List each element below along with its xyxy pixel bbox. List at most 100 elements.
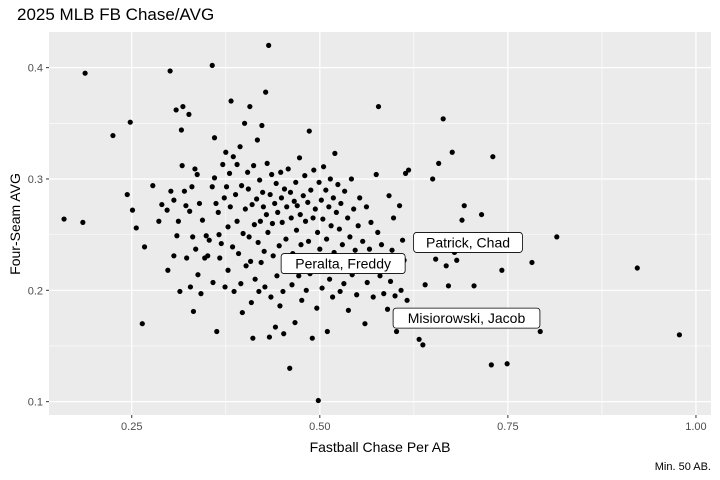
data-point (238, 183, 245, 189)
point-labels: Patrick, Chad Peralta, Freddy Misiorowski,… (280, 232, 541, 329)
data-point (272, 200, 278, 207)
major-gridlines (49, 32, 711, 415)
data-point (260, 189, 266, 195)
data-point (504, 361, 510, 367)
data-point (302, 173, 308, 179)
data-point (294, 203, 300, 209)
data-point (281, 186, 288, 192)
data-point (139, 321, 145, 327)
data-point (195, 272, 201, 278)
data-point (364, 279, 370, 286)
data-point (261, 248, 267, 254)
data-point (262, 284, 268, 290)
data-point (210, 279, 216, 286)
data-point (240, 230, 246, 237)
data-point (363, 204, 370, 210)
data-point (311, 167, 317, 173)
data-point (228, 98, 234, 104)
data-point (171, 197, 177, 203)
data-point (248, 258, 254, 264)
data-point (306, 128, 312, 134)
data-point (298, 242, 304, 248)
svg-text:Patrick, Chad: Patrick, Chad (426, 234, 510, 250)
data-point (80, 219, 86, 225)
data-point (320, 164, 327, 170)
data-point (634, 265, 640, 271)
data-point (133, 225, 139, 231)
data-point (345, 215, 351, 221)
data-point (291, 198, 297, 204)
data-point (471, 283, 477, 289)
data-point (216, 232, 222, 238)
data-point (373, 171, 379, 178)
data-point (390, 215, 397, 221)
data-point (251, 163, 257, 169)
data-point (279, 219, 285, 225)
data-point (258, 259, 264, 266)
data-point (192, 166, 198, 172)
data-point (250, 335, 256, 341)
data-point (168, 188, 174, 194)
data-point (320, 216, 326, 222)
data-point (288, 215, 294, 221)
data-point (280, 288, 286, 295)
data-point (150, 183, 156, 189)
data-point (378, 242, 385, 248)
data-point (287, 189, 294, 195)
data-point (278, 195, 285, 201)
data-point (211, 135, 218, 141)
data-point (186, 111, 192, 117)
data-point (336, 226, 342, 232)
data-point (110, 132, 116, 139)
data-point (341, 281, 347, 287)
data-point (449, 149, 455, 155)
x-tick-label: 1.00 (685, 421, 706, 433)
data-point (179, 163, 185, 169)
data-point (264, 160, 270, 166)
data-point (375, 103, 382, 110)
data-point (187, 208, 193, 214)
data-point (308, 187, 314, 193)
data-point (402, 170, 409, 176)
data-point (239, 309, 245, 316)
data-point (248, 299, 254, 306)
data-point (305, 238, 312, 244)
data-point (310, 215, 316, 221)
data-point (293, 227, 300, 233)
data-point (129, 207, 136, 213)
data-point (332, 150, 338, 156)
data-point (221, 195, 227, 201)
data-point (223, 184, 230, 190)
data-point (246, 234, 252, 240)
data-point (275, 209, 281, 215)
data-point (218, 240, 224, 247)
data-point (257, 218, 263, 224)
data-point (263, 211, 270, 218)
data-point (368, 219, 374, 225)
data-point (366, 246, 373, 252)
data-point (292, 319, 298, 326)
data-point (177, 288, 183, 295)
data-point (351, 206, 357, 212)
data-point (259, 122, 265, 129)
data-point (124, 191, 130, 198)
data-point (245, 186, 251, 192)
data-point (316, 179, 322, 185)
x-tick-label: 0.75 (497, 421, 518, 433)
data-point (354, 292, 360, 298)
data-point (338, 200, 344, 207)
data-point (420, 342, 426, 348)
plot-panel (49, 32, 711, 415)
data-point (303, 287, 309, 293)
data-point (312, 206, 318, 212)
data-point (220, 161, 226, 168)
data-point (393, 328, 400, 335)
data-point (141, 244, 148, 250)
data-point (326, 276, 333, 282)
data-point (554, 234, 560, 240)
data-point (249, 201, 255, 208)
data-point (315, 397, 321, 404)
data-point (184, 255, 190, 261)
data-point (273, 180, 279, 187)
